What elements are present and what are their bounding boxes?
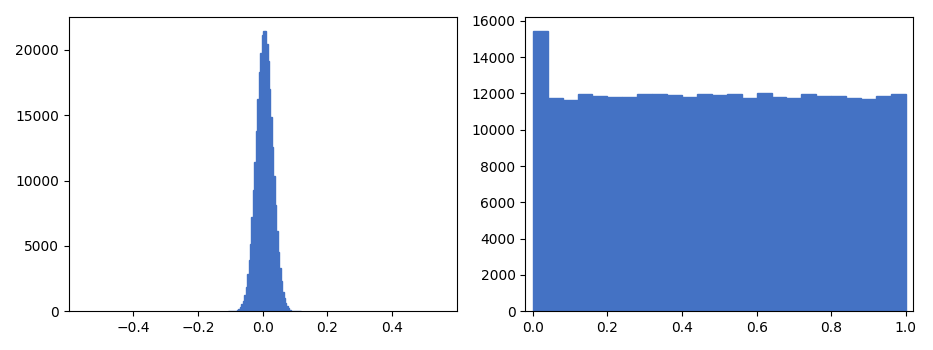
Bar [278,252,279,311]
Bar [288,308,289,311]
Bar [682,97,697,311]
Bar [284,298,285,311]
Bar [286,306,288,311]
Bar [272,147,273,311]
Bar [235,310,237,311]
Bar [279,267,281,311]
Bar [275,205,276,311]
Bar [244,295,245,311]
Bar [242,304,243,311]
Bar [265,31,266,311]
Bar [772,97,787,311]
Bar [563,100,578,311]
Bar [256,131,258,311]
Bar [742,98,757,311]
Bar [282,292,284,311]
Bar [712,95,727,311]
Bar [252,217,253,311]
Bar [269,89,271,311]
Bar [652,94,667,311]
Bar [261,35,263,311]
Bar [533,31,548,311]
Bar [245,287,247,311]
Bar [667,95,682,311]
Bar [271,117,272,311]
Bar [697,94,712,311]
Bar [276,231,278,311]
Bar [846,98,861,311]
Bar [266,44,268,311]
Bar [258,72,260,311]
Bar [816,96,831,311]
Bar [592,96,607,311]
Bar [891,94,906,311]
Bar [787,98,801,311]
Bar [289,310,291,311]
Bar [548,98,563,311]
Bar [263,31,265,311]
Bar [248,260,250,311]
Bar [831,96,846,311]
Bar [285,303,286,311]
Bar [607,97,622,311]
Bar [260,52,261,311]
Bar [622,97,637,311]
Bar [578,94,592,311]
Bar [281,281,282,311]
Bar [291,310,292,311]
Bar [876,96,891,311]
Bar [253,190,255,311]
Bar [238,309,240,311]
Bar [637,94,652,311]
Bar [268,61,269,311]
Bar [243,301,244,311]
Bar [727,94,742,311]
Bar [861,99,876,311]
Bar [273,176,275,311]
Bar [757,93,772,311]
Bar [237,310,238,311]
Bar [255,162,256,311]
Bar [250,244,252,311]
Bar [247,274,248,311]
Bar [240,307,242,311]
Bar [801,94,816,311]
